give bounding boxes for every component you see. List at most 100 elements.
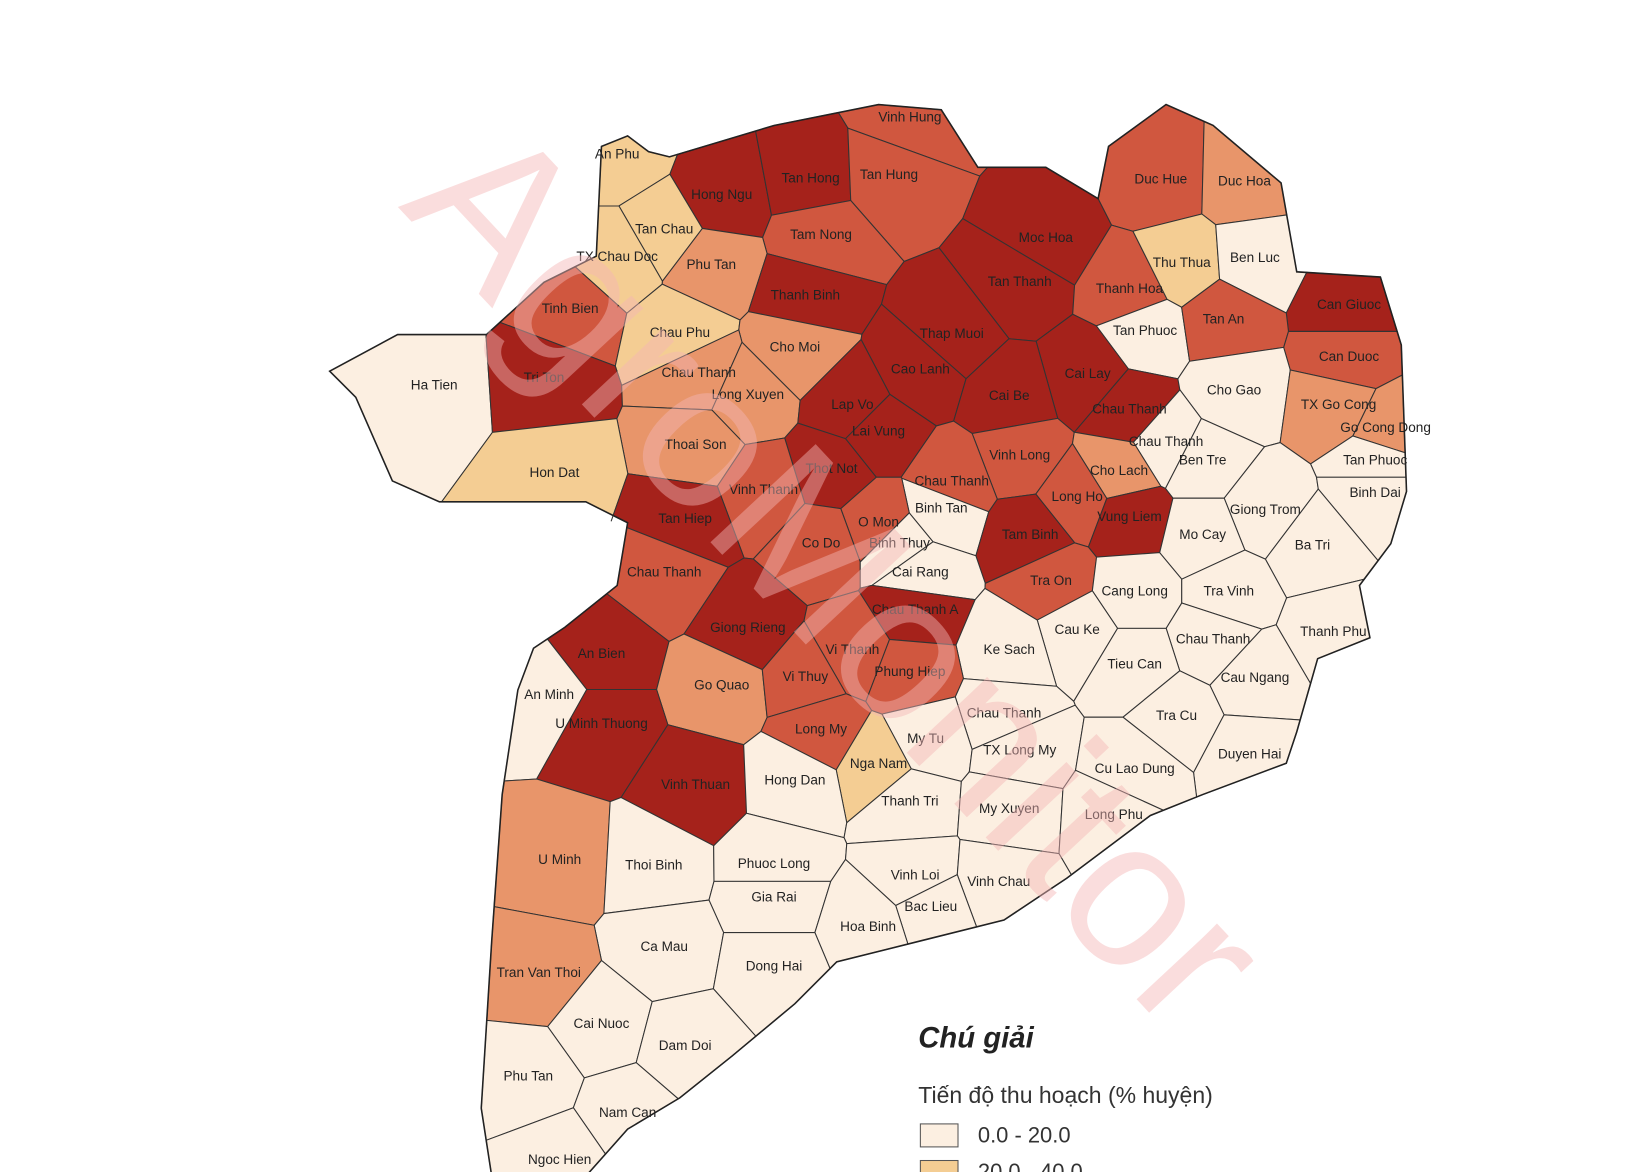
district-label: Hong Dan bbox=[764, 773, 825, 788]
district-label: TX Go Cong bbox=[1301, 397, 1376, 412]
district-label: Co Do bbox=[802, 535, 841, 550]
district-label: U Minh Thuong bbox=[555, 716, 648, 731]
district-label: Phu Tan bbox=[504, 1068, 554, 1083]
district-label: Cai Nuoc bbox=[574, 1016, 630, 1031]
legend-subtitle: Tiến độ thu hoạch (% huyện) bbox=[918, 1082, 1213, 1108]
district-label: Gia Rai bbox=[751, 890, 796, 905]
district-label: Vinh Thuan bbox=[661, 777, 730, 792]
district-label: Nam Can bbox=[599, 1105, 656, 1120]
district-label: Vi Thanh bbox=[825, 642, 879, 657]
district-label: Chau Thanh bbox=[1129, 434, 1203, 449]
district-label: Duc Hoa bbox=[1218, 174, 1271, 189]
legend-title: Chú giải bbox=[918, 1023, 1034, 1055]
district-label: TX Chau Doc bbox=[576, 249, 658, 264]
district-label: Thanh Phu bbox=[1300, 624, 1366, 639]
district-label: Cai Rang bbox=[892, 565, 949, 580]
district-label: Cao Lanh bbox=[891, 362, 950, 377]
district-label: Cang Long bbox=[1101, 583, 1167, 598]
district-label: Tan Hiep bbox=[658, 511, 712, 526]
district-label: Vinh Thanh bbox=[729, 482, 798, 497]
district-label: Ke Sach bbox=[984, 642, 1035, 657]
district-label: An Bien bbox=[578, 646, 626, 661]
district-label: Long Xuyen bbox=[712, 387, 784, 402]
district-label: Cai Be bbox=[989, 388, 1030, 403]
district-label: Lap Vo bbox=[831, 397, 873, 412]
district-label: Mo Cay bbox=[1179, 527, 1226, 542]
district-label: Can Duoc bbox=[1319, 349, 1380, 364]
district-label: Thu Thua bbox=[1153, 255, 1211, 270]
district-label: Tan Chau bbox=[635, 222, 693, 237]
district-label: Vinh Loi bbox=[891, 868, 940, 883]
legend: Chú giải Tiến độ thu hoạch (% huyện) 0.0… bbox=[918, 1023, 1213, 1172]
district-label: Dam Doi bbox=[659, 1038, 712, 1053]
district-label: Lai Vung bbox=[852, 423, 905, 438]
district-label: Cho Lach bbox=[1090, 463, 1148, 478]
district-label: Cau Ngang bbox=[1221, 670, 1290, 685]
district-label: Chau Thanh A bbox=[872, 602, 960, 617]
district-label: Chau Thanh bbox=[914, 474, 989, 489]
district-label: Tra On bbox=[1030, 573, 1072, 588]
district-label: Giong Rieng bbox=[710, 620, 785, 635]
district-label: Ben Luc bbox=[1230, 250, 1280, 265]
district-label: My Tu bbox=[907, 731, 944, 746]
district-label: Hon Dat bbox=[530, 465, 580, 480]
district-label: Tan Phuoc bbox=[1113, 323, 1177, 338]
district-label: Binh Thuy bbox=[869, 535, 930, 550]
district-label: Tan Hung bbox=[860, 167, 918, 182]
district-label: Tan An bbox=[1203, 312, 1245, 327]
district-label: Thanh Hoa bbox=[1096, 281, 1164, 296]
district-label: Long Phu bbox=[1085, 807, 1143, 822]
district-label: Vinh Hung bbox=[878, 110, 941, 125]
district-label: Thap Muoi bbox=[920, 326, 984, 341]
district-label: Hoa Binh bbox=[840, 919, 896, 934]
legend-label: 20.0 - 40.0 bbox=[978, 1159, 1083, 1172]
district-label: Chau Thanh bbox=[627, 565, 702, 580]
district-label: Vinh Chau bbox=[967, 874, 1030, 889]
district-label: Can Giuoc bbox=[1317, 297, 1381, 312]
district-label: Cho Gao bbox=[1207, 383, 1261, 398]
district-label: Phuoc Long bbox=[738, 856, 810, 871]
district-label: Go Cong Dong bbox=[1340, 420, 1431, 435]
district-label: Moc Hoa bbox=[1019, 230, 1074, 245]
district-label: Duyen Hai bbox=[1218, 746, 1281, 761]
district-label: Chau Thanh bbox=[1092, 401, 1167, 416]
district-label: Tra Vinh bbox=[1203, 583, 1254, 598]
district-label: Cai Lay bbox=[1065, 366, 1111, 381]
district-label: Tan Thanh bbox=[988, 274, 1052, 289]
district-label: O Mon bbox=[858, 514, 899, 529]
district-label: Cu Lao Dung bbox=[1095, 761, 1175, 776]
district bbox=[1097, 103, 1205, 232]
district-label: Phu Tan bbox=[686, 257, 736, 272]
district-label: Tam Binh bbox=[1002, 527, 1059, 542]
district-label: Dong Hai bbox=[746, 959, 803, 974]
district-label: An Phu bbox=[595, 146, 640, 161]
district-label: Nga Nam bbox=[850, 756, 907, 771]
legend-label: 0.0 - 20.0 bbox=[978, 1122, 1071, 1147]
districts bbox=[328, 103, 1408, 1172]
district-label: Ha Tien bbox=[411, 377, 458, 392]
legend-swatch bbox=[919, 1123, 959, 1148]
district-label: An Minh bbox=[524, 687, 574, 702]
district-label: Ca Mau bbox=[640, 939, 688, 954]
district-label: Chau Thanh bbox=[661, 365, 736, 380]
district-label: Long Ho bbox=[1052, 489, 1103, 504]
district-label: Vinh Long bbox=[989, 447, 1050, 462]
district-label: Tran Van Thoi bbox=[497, 965, 581, 980]
district-label: Bac Lieu bbox=[904, 899, 957, 914]
district-label: Chau Thanh bbox=[967, 706, 1042, 721]
district-label: Tam Nong bbox=[790, 227, 852, 242]
district-label: Tan Hong bbox=[782, 170, 840, 185]
legend-swatch bbox=[919, 1159, 959, 1172]
district-label: Thanh Binh bbox=[771, 287, 840, 302]
coastline bbox=[328, 103, 1408, 1172]
district-label: Ba Tri bbox=[1295, 537, 1330, 552]
district-label: Binh Dai bbox=[1349, 485, 1400, 500]
district-label: Chau Thanh bbox=[1176, 631, 1250, 646]
district-label: Ngoc Hien bbox=[528, 1152, 591, 1167]
district-label: Cho Moi bbox=[770, 340, 821, 355]
district-label: Hong Ngu bbox=[691, 187, 752, 202]
district-label: Tri Ton bbox=[524, 370, 565, 385]
district-label: Vung Liem bbox=[1097, 509, 1161, 524]
